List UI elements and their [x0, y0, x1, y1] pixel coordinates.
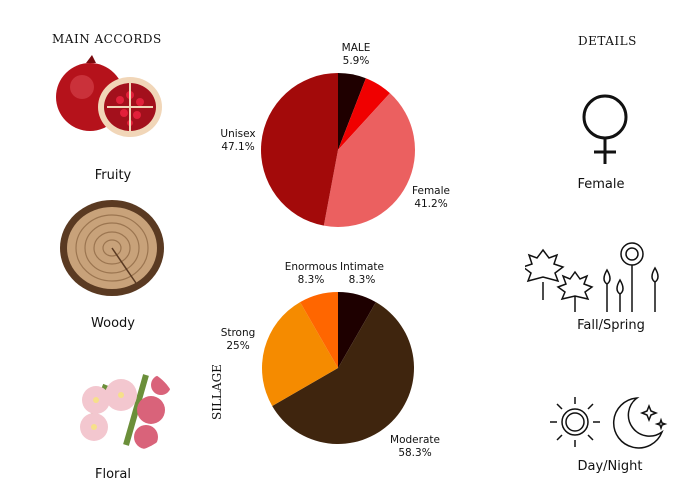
accord-label-woody: Woody: [91, 316, 135, 331]
blossoms-image: [66, 365, 176, 453]
leaves-flowers-icon: [525, 242, 659, 312]
pie-label-female: Female 41.2%: [412, 185, 450, 210]
pomegranate-image: [56, 55, 162, 137]
pie-slice-strong: [262, 302, 338, 406]
pie-slice-female: [323, 93, 416, 227]
venus-icon: [582, 94, 628, 164]
main-accords-heading: MAIN ACCORDS: [52, 32, 162, 46]
pie-label-intimate: Intimate 8.3%: [339, 261, 385, 286]
pie-slice-enormous: [300, 292, 338, 368]
detail-label-time: Day/Night: [577, 459, 643, 474]
accord-label-floral: Floral: [95, 467, 131, 482]
pie-label-strong: Strong 25%: [220, 327, 256, 352]
pie-slice-unisex: [260, 73, 338, 226]
pie-label-unisex: Unisex 47.1%: [220, 128, 256, 153]
pie-label-enormous: Enormous 8.3%: [284, 261, 338, 286]
sun-moon-icon: [550, 397, 668, 449]
pie-slice-unlabeled: [338, 78, 390, 150]
sillage-label: SILLAGE: [210, 364, 224, 420]
pie-label-male: MALE 5.9%: [341, 42, 371, 67]
detail-label-female: Female: [577, 177, 625, 192]
pie-label-moderate: Moderate 58.3%: [390, 434, 440, 459]
pie-slice-male: [338, 73, 366, 150]
details-heading: DETAILS: [578, 34, 637, 48]
detail-label-season: Fall/Spring: [577, 318, 645, 333]
accord-label-fruity: Fruity: [94, 168, 132, 183]
pie-slice-intimate: [338, 292, 376, 368]
wood-slice-image: [60, 200, 164, 296]
pie-slice-moderate: [272, 302, 414, 444]
